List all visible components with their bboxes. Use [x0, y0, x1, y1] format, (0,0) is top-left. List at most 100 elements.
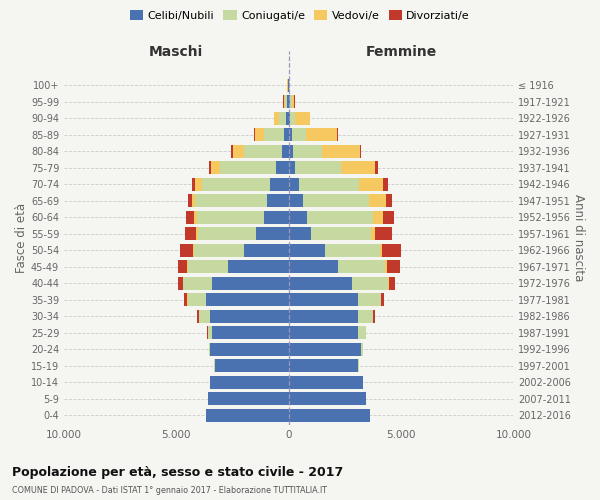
- Legend: Celibi/Nubili, Coniugati/e, Vedovi/e, Divorziati/e: Celibi/Nubili, Coniugati/e, Vedovi/e, Di…: [125, 6, 475, 25]
- Bar: [289, 162, 295, 174]
- Bar: [322, 145, 360, 158]
- Bar: [295, 112, 310, 124]
- Bar: [208, 392, 289, 405]
- Bar: [183, 277, 212, 289]
- Text: COMUNE DI PADOVA - Dati ISTAT 1° gennaio 2017 - Elaborazione TUTTITALIA.IT: COMUNE DI PADOVA - Dati ISTAT 1° gennaio…: [12, 486, 327, 495]
- Bar: [289, 277, 352, 289]
- Bar: [269, 178, 289, 190]
- Bar: [383, 178, 388, 190]
- Bar: [361, 343, 362, 355]
- Bar: [210, 310, 289, 322]
- Bar: [196, 228, 197, 240]
- Bar: [360, 145, 361, 158]
- Bar: [178, 260, 187, 273]
- Bar: [358, 326, 365, 339]
- Bar: [284, 128, 289, 141]
- Bar: [293, 145, 322, 158]
- Bar: [202, 178, 269, 190]
- Bar: [289, 326, 358, 339]
- Bar: [289, 178, 299, 190]
- Bar: [325, 244, 380, 256]
- Bar: [194, 244, 244, 256]
- Bar: [381, 294, 385, 306]
- Bar: [178, 277, 182, 289]
- Bar: [228, 260, 289, 273]
- Bar: [184, 294, 187, 306]
- Bar: [289, 211, 307, 224]
- Bar: [210, 343, 289, 355]
- Bar: [208, 326, 212, 339]
- Bar: [199, 310, 210, 322]
- Bar: [196, 194, 268, 207]
- Bar: [264, 128, 284, 141]
- Bar: [268, 194, 289, 207]
- Bar: [290, 95, 292, 108]
- Bar: [220, 162, 277, 174]
- Bar: [383, 211, 394, 224]
- Bar: [206, 409, 289, 422]
- Bar: [375, 228, 392, 240]
- Bar: [187, 260, 188, 273]
- Bar: [289, 294, 358, 306]
- Bar: [359, 178, 383, 190]
- Bar: [307, 211, 373, 224]
- Bar: [197, 211, 264, 224]
- Bar: [370, 194, 386, 207]
- Bar: [289, 310, 358, 322]
- Bar: [188, 194, 192, 207]
- Bar: [311, 228, 371, 240]
- Bar: [193, 244, 194, 256]
- Bar: [288, 78, 289, 92]
- Bar: [194, 211, 197, 224]
- Bar: [209, 343, 210, 355]
- Bar: [274, 112, 278, 124]
- Bar: [197, 228, 256, 240]
- Bar: [277, 162, 289, 174]
- Bar: [286, 112, 289, 124]
- Bar: [289, 194, 303, 207]
- Bar: [185, 228, 196, 240]
- Bar: [290, 112, 295, 124]
- Bar: [289, 343, 361, 355]
- Bar: [295, 162, 341, 174]
- Bar: [244, 145, 282, 158]
- Bar: [306, 128, 337, 141]
- Bar: [289, 260, 338, 273]
- Bar: [196, 178, 202, 190]
- Bar: [278, 112, 286, 124]
- Bar: [210, 376, 289, 388]
- Bar: [303, 194, 370, 207]
- Bar: [264, 211, 289, 224]
- Bar: [289, 95, 290, 108]
- Bar: [232, 145, 233, 158]
- Bar: [380, 244, 382, 256]
- Bar: [212, 326, 289, 339]
- Bar: [206, 294, 289, 306]
- Bar: [180, 244, 193, 256]
- Bar: [373, 310, 375, 322]
- Bar: [289, 128, 292, 141]
- Bar: [284, 95, 287, 108]
- Bar: [341, 162, 374, 174]
- Bar: [388, 277, 389, 289]
- Bar: [382, 244, 401, 256]
- Bar: [256, 228, 289, 240]
- Bar: [289, 145, 293, 158]
- Bar: [197, 310, 199, 322]
- Bar: [385, 260, 387, 273]
- Bar: [374, 162, 377, 174]
- Bar: [289, 376, 363, 388]
- Bar: [289, 228, 311, 240]
- Y-axis label: Fasce di età: Fasce di età: [15, 203, 28, 273]
- Bar: [386, 194, 392, 207]
- Bar: [212, 277, 289, 289]
- Bar: [389, 277, 395, 289]
- Bar: [211, 162, 220, 174]
- Bar: [289, 244, 325, 256]
- Bar: [292, 128, 306, 141]
- Bar: [358, 294, 381, 306]
- Y-axis label: Anni di nascita: Anni di nascita: [572, 194, 585, 282]
- Bar: [215, 360, 289, 372]
- Bar: [358, 310, 373, 322]
- Bar: [207, 326, 208, 339]
